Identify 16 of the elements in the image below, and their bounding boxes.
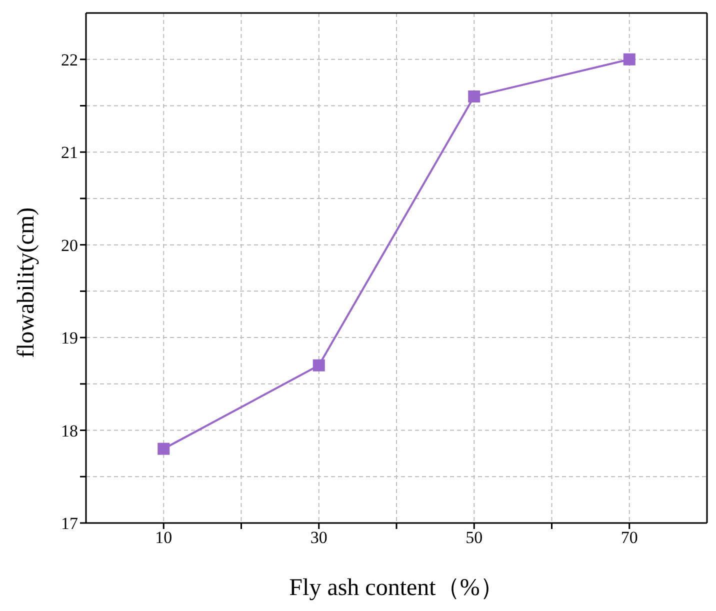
point — [312, 359, 325, 372]
x-tick-label: 30 — [310, 528, 328, 548]
point — [158, 442, 170, 455]
point — [468, 90, 480, 102]
y-axis-title: flowability(cm) — [14, 207, 40, 358]
y-tick-label: 22 — [61, 50, 78, 70]
x-axis-title: Fly ash content（%） — [289, 575, 504, 601]
y-tick-label: 17 — [61, 514, 78, 534]
y-tick-label: 18 — [61, 421, 78, 440]
x-tick-label: 10 — [155, 528, 172, 548]
point — [623, 53, 636, 66]
y-tick-label: 19 — [61, 328, 78, 348]
x-tick-label: 70 — [620, 528, 638, 548]
y-tick-label: 21 — [61, 143, 78, 162]
x-tick-label: 50 — [466, 528, 483, 548]
y-tick-label: 20 — [61, 236, 78, 255]
